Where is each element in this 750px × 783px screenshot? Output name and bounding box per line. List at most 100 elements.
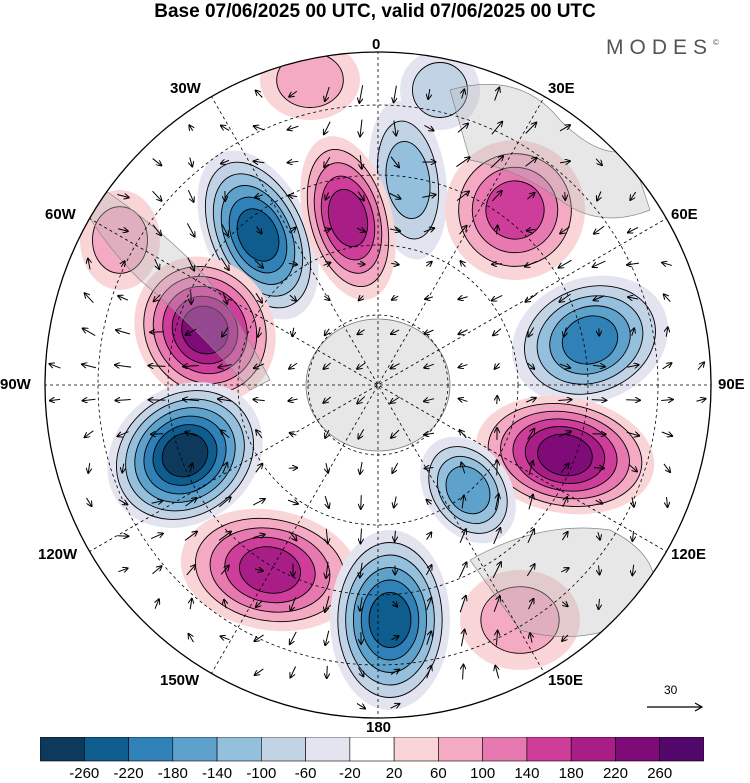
wind-arrow bbox=[528, 327, 535, 336]
wind-arrow bbox=[360, 462, 362, 474]
wind-arrow bbox=[527, 229, 536, 231]
wind-arrow bbox=[494, 88, 500, 101]
wind-arrow bbox=[221, 160, 230, 163]
wind-arrow bbox=[666, 327, 668, 337]
wind-arrow bbox=[325, 328, 329, 336]
wind-arrow bbox=[662, 263, 673, 266]
wind-arrow bbox=[666, 496, 667, 507]
wind-arrow bbox=[496, 631, 497, 646]
wind-arrow bbox=[559, 259, 572, 267]
colorbar-swatch bbox=[570, 737, 616, 762]
wind-arrow bbox=[527, 429, 535, 440]
lon-label-0: 0 bbox=[372, 36, 381, 53]
colorbar-tick-label: -100 bbox=[246, 765, 277, 782]
wind-arrow bbox=[632, 564, 633, 576]
wind-arrow bbox=[361, 495, 362, 509]
colorbar-tick-label: 20 bbox=[385, 765, 403, 782]
wind-arrow bbox=[115, 365, 132, 367]
wind-arrow bbox=[496, 226, 497, 235]
wind-arrow bbox=[492, 264, 502, 265]
wind-arrow bbox=[598, 532, 600, 539]
wind-arrow bbox=[151, 434, 164, 435]
wind-arrow bbox=[456, 191, 469, 202]
wind-arrow bbox=[424, 330, 434, 334]
colorbar-swatch bbox=[615, 737, 661, 762]
wind-arrow bbox=[186, 565, 195, 576]
wind-arrow bbox=[463, 665, 464, 680]
wind-arrow bbox=[559, 161, 570, 163]
wind-arrow bbox=[357, 330, 365, 335]
wind-arrow bbox=[218, 365, 232, 368]
wind-arrow bbox=[190, 599, 192, 610]
wind-arrow bbox=[290, 597, 296, 610]
wind-arrow bbox=[459, 226, 466, 235]
wind-arrow bbox=[526, 564, 534, 577]
wind-arrow bbox=[185, 432, 197, 437]
wind-arrow bbox=[461, 630, 464, 647]
wind-arrow bbox=[155, 599, 159, 609]
map-title: Base 07/06/2025 00 UTC, valid 07/06/2025… bbox=[154, 1, 596, 22]
colorbar-swatch bbox=[305, 737, 351, 762]
australia-shape bbox=[469, 527, 656, 638]
wind-arrow bbox=[290, 666, 297, 678]
wind-arrow bbox=[154, 294, 161, 302]
wind-arrow bbox=[662, 363, 672, 370]
wind-arrow bbox=[254, 259, 263, 268]
wind-arrow bbox=[82, 364, 97, 367]
wind-arrow bbox=[360, 155, 361, 168]
wind-arrow bbox=[357, 362, 366, 369]
wind-arrow bbox=[88, 259, 90, 270]
colorbar-swatch bbox=[438, 737, 483, 762]
wind-arrow bbox=[256, 430, 263, 439]
wind-arrow bbox=[458, 329, 468, 334]
wind-arrow bbox=[326, 192, 329, 199]
wind-arrow bbox=[423, 228, 434, 232]
wind-arrow bbox=[459, 562, 466, 578]
wind-arrow bbox=[394, 120, 396, 136]
wind-arrow bbox=[254, 126, 265, 130]
colorbar-swatch bbox=[526, 737, 572, 762]
wind-arrow bbox=[390, 396, 400, 403]
wind-arrow bbox=[426, 631, 431, 645]
wind-arrow bbox=[221, 636, 230, 639]
wind-arrow bbox=[288, 399, 298, 401]
wind-arrow bbox=[561, 568, 568, 572]
wind-arrow bbox=[459, 365, 468, 368]
wind-arrow bbox=[288, 126, 299, 129]
wind-arrow bbox=[594, 295, 605, 301]
wind-arrow bbox=[627, 263, 640, 265]
wind-arrow bbox=[258, 327, 260, 337]
wind-arrow bbox=[360, 528, 361, 544]
colorbar-swatch bbox=[659, 737, 704, 762]
wind-arrow bbox=[425, 297, 434, 299]
wind-arrow bbox=[186, 223, 194, 236]
wind-arrow bbox=[254, 569, 263, 571]
wind-arrow bbox=[627, 365, 638, 368]
wind-arrow bbox=[221, 224, 228, 235]
wind-arrow bbox=[324, 156, 331, 167]
wind-arrow bbox=[255, 464, 262, 473]
lon-label-150e: 150E bbox=[548, 672, 584, 689]
wind-arrow bbox=[459, 399, 468, 402]
wind-arrow bbox=[425, 468, 434, 469]
wind-arrow bbox=[424, 399, 435, 402]
wind-arrow bbox=[255, 226, 261, 234]
wind-arrow bbox=[497, 396, 498, 405]
colorbar-swatch bbox=[83, 737, 129, 762]
wind-arrow bbox=[558, 431, 571, 438]
wind-arrow bbox=[187, 257, 194, 271]
wind-arrow bbox=[221, 430, 230, 439]
colorbar-swatch bbox=[172, 737, 218, 762]
wind-arrow bbox=[525, 293, 537, 302]
wind-arrow bbox=[183, 399, 200, 401]
wind-arrow bbox=[493, 328, 502, 336]
wind-arrow bbox=[526, 398, 536, 402]
wind-arrow bbox=[255, 195, 264, 197]
wind-arrow bbox=[495, 666, 498, 679]
colorbar-tick-label: -180 bbox=[157, 765, 188, 782]
wind-arrow bbox=[152, 566, 161, 575]
wind-arrow bbox=[357, 264, 364, 265]
wind-arrow bbox=[152, 158, 162, 166]
wind-arrow bbox=[327, 665, 328, 678]
wind-arrow bbox=[183, 365, 199, 366]
